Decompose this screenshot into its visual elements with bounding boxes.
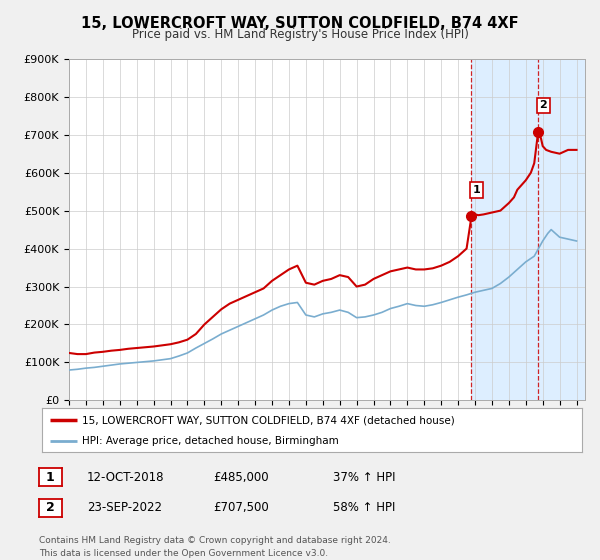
Text: £485,000: £485,000: [213, 470, 269, 484]
Text: 23-SEP-2022: 23-SEP-2022: [87, 501, 162, 515]
Text: 2: 2: [46, 501, 55, 515]
Bar: [472, 59, 600, 400]
Text: 1: 1: [46, 470, 55, 484]
Text: 1: 1: [473, 185, 481, 195]
Text: 15, LOWERCROFT WAY, SUTTON COLDFIELD, B74 4XF (detached house): 15, LOWERCROFT WAY, SUTTON COLDFIELD, B7…: [83, 415, 455, 425]
Text: 2: 2: [539, 100, 547, 110]
Text: Price paid vs. HM Land Registry's House Price Index (HPI): Price paid vs. HM Land Registry's House …: [131, 28, 469, 41]
Text: £707,500: £707,500: [213, 501, 269, 515]
Text: 15, LOWERCROFT WAY, SUTTON COLDFIELD, B74 4XF: 15, LOWERCROFT WAY, SUTTON COLDFIELD, B7…: [81, 16, 519, 31]
Text: Contains HM Land Registry data © Crown copyright and database right 2024.
This d: Contains HM Land Registry data © Crown c…: [39, 536, 391, 558]
Text: 37% ↑ HPI: 37% ↑ HPI: [333, 470, 395, 484]
Text: HPI: Average price, detached house, Birmingham: HPI: Average price, detached house, Birm…: [83, 436, 339, 446]
Text: 58% ↑ HPI: 58% ↑ HPI: [333, 501, 395, 515]
Text: 12-OCT-2018: 12-OCT-2018: [87, 470, 164, 484]
